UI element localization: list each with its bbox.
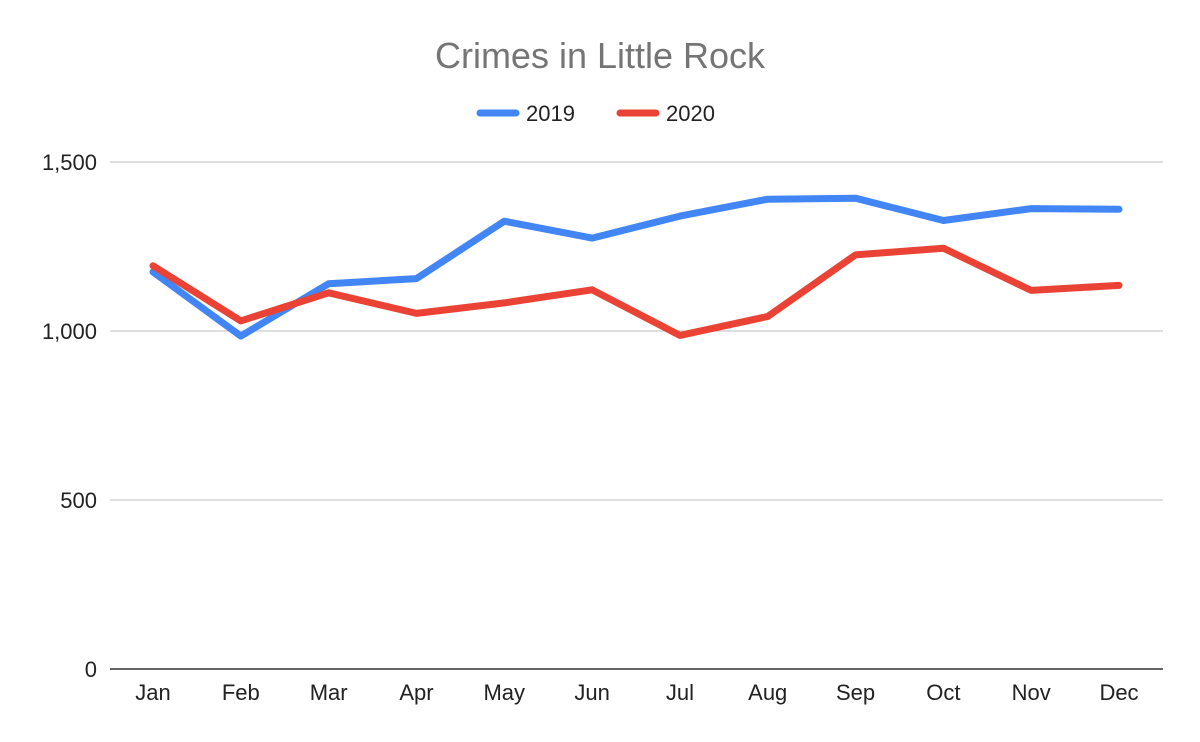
series-line-2020: [149, 244, 1123, 339]
x-tick-label: Sep: [836, 680, 875, 705]
series-line-2019: [149, 194, 1123, 340]
x-tick-label: Dec: [1099, 680, 1138, 705]
legend-item-2019: 2019: [476, 101, 575, 126]
x-tick-label: Jun: [574, 680, 609, 705]
legend-label: 2020: [666, 101, 715, 126]
x-tick-label: Apr: [399, 680, 433, 705]
legend-label: 2019: [526, 101, 575, 126]
series-lines: [149, 194, 1123, 340]
y-axis: 0 500 1,000 1,500: [42, 150, 97, 682]
grid-lines: [110, 161, 1163, 501]
x-tick-label: Nov: [1012, 680, 1051, 705]
x-tick-label: Oct: [926, 680, 960, 705]
x-tick-label: May: [483, 680, 525, 705]
x-tick-label: Mar: [310, 680, 348, 705]
y-tick-label: 500: [60, 488, 97, 513]
x-tick-label: Jan: [135, 680, 170, 705]
legend-item-2020: 2020: [616, 101, 715, 126]
x-tick-label: Jul: [666, 680, 694, 705]
y-tick-label: 0: [85, 657, 97, 682]
x-axis: Jan Feb Mar Apr May Jun Jul Aug Sep Oct Nov Dec: [110, 668, 1163, 705]
y-tick-label: 1,000: [42, 319, 97, 344]
x-tick-label: Feb: [222, 680, 260, 705]
y-tick-label: 1,500: [42, 150, 97, 175]
legend: 2019 2020: [476, 101, 715, 126]
chart-title: Crimes in Little Rock: [435, 35, 766, 76]
x-tick-label: Aug: [748, 680, 787, 705]
